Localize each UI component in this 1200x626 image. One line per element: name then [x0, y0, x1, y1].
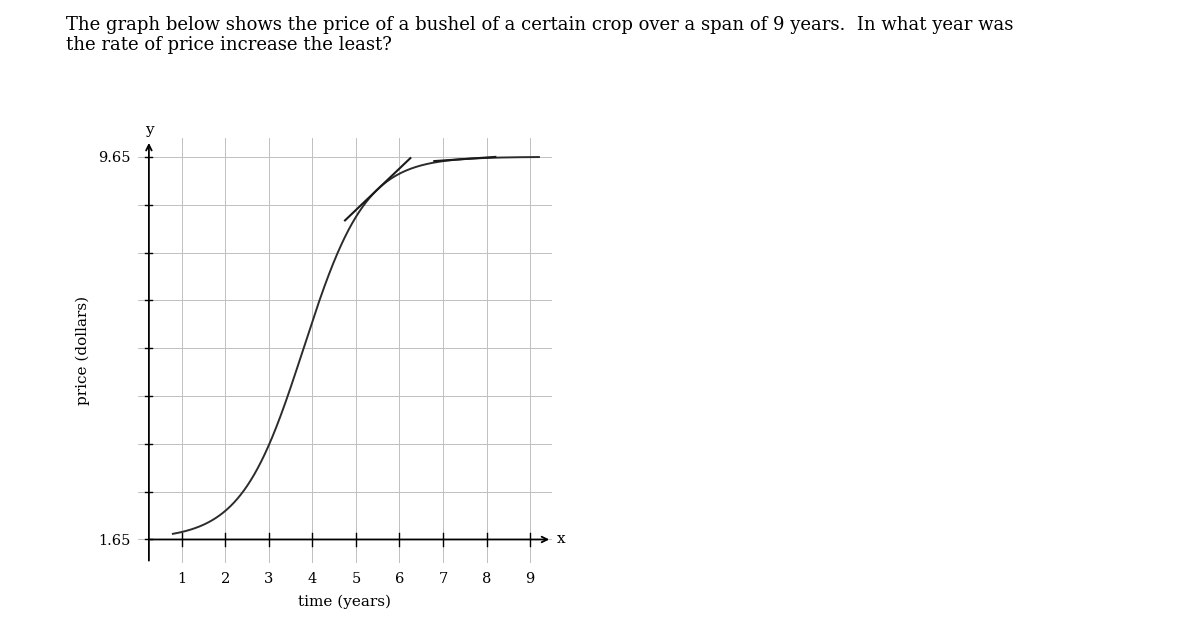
- Text: x: x: [557, 533, 565, 546]
- Text: y: y: [144, 123, 154, 136]
- Text: The graph below shows the price of a bushel of a certain crop over a span of 9 y: The graph below shows the price of a bus…: [66, 16, 1013, 54]
- Y-axis label: price (dollars): price (dollars): [76, 296, 90, 405]
- X-axis label: time (years): time (years): [299, 595, 391, 609]
